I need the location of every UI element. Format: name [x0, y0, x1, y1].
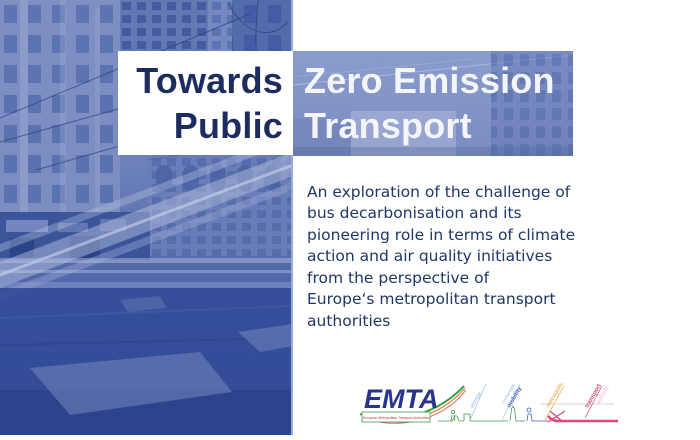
emta-wordmark: EMTA: [364, 384, 439, 414]
emta-logo-graphic: EMTA European Metropolitan Transport Aut…: [359, 382, 618, 424]
skyline-line-art: [438, 383, 618, 423]
skyline-word-europe: europe: [470, 391, 484, 409]
title-word-public: Public: [173, 105, 283, 146]
blue-panel-texture: [293, 51, 573, 156]
title-word-transport: Transport: [304, 105, 472, 146]
skyline-word-metropolis: metropolis: [546, 382, 565, 409]
title-box-left: Towards Public: [118, 51, 293, 155]
skyline-words: europe sustainable mobility metropolis t…: [470, 382, 611, 409]
title-box-right: Zero Emission Transport: [293, 51, 573, 156]
emta-tagline: European Metropolitan Transport Authorit…: [363, 416, 430, 420]
tagline-box: [361, 411, 431, 423]
title-word-towards: Towards: [136, 60, 283, 101]
title-word-zero-emission: Zero Emission: [304, 60, 555, 101]
emta-logo: EMTA European Metropolitan Transport Aut…: [352, 378, 652, 435]
motion-blur-streaks: [0, 134, 293, 300]
subtitle-paragraph: An exploration of the challenge of bus d…: [307, 182, 576, 330]
